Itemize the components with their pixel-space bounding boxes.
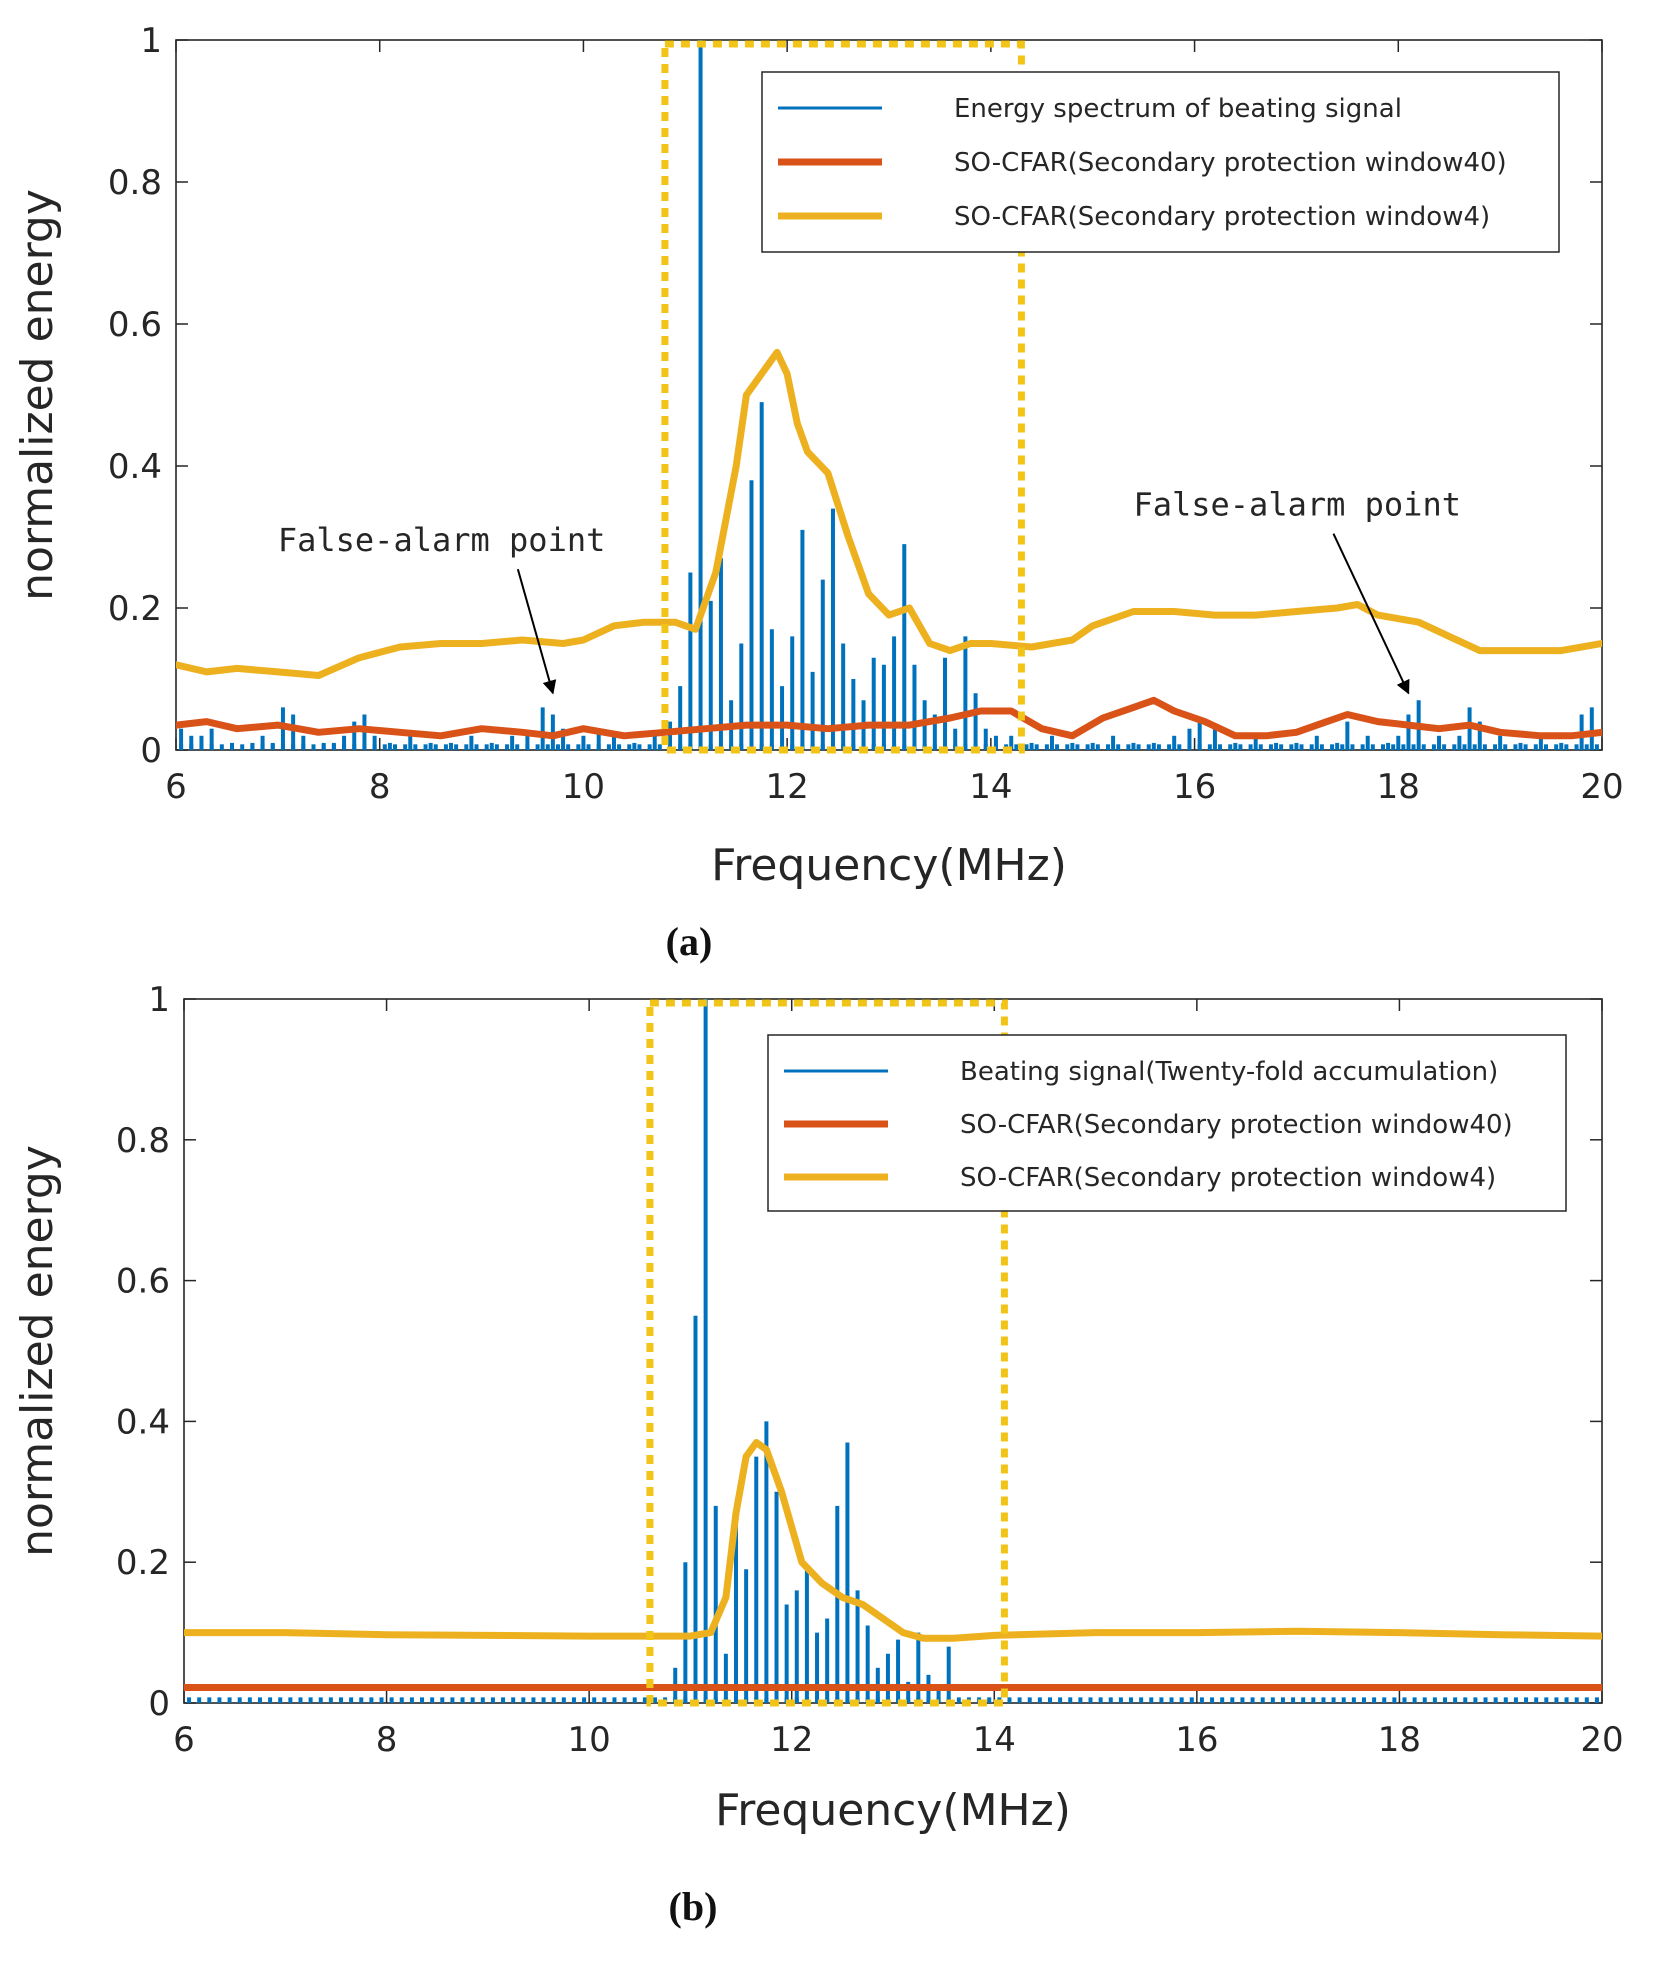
x-tick-label: 10 — [568, 1720, 611, 1760]
y-tick-label: 0.8 — [108, 163, 162, 203]
legend-label: SO-CFAR(Secondary protection window4) — [954, 202, 1490, 232]
legend-label: SO-CFAR(Secondary protection window40) — [960, 1110, 1513, 1140]
y-tick-label: 0.6 — [108, 305, 162, 345]
y-tick-label: 0.4 — [108, 447, 162, 487]
y-tick-label: 0.6 — [116, 1262, 170, 1302]
x-tick-label: 8 — [369, 767, 391, 807]
legend-box — [767, 1034, 1567, 1212]
y-tick-label: 0.2 — [116, 1543, 170, 1583]
cfar-window4-line — [176, 348, 1602, 679]
plot-content — [184, 999, 1602, 1703]
false-alarm-annotation: False-alarm point — [1133, 486, 1461, 524]
panel-caption: (a) — [666, 919, 713, 964]
cfar-window4-line — [184, 1439, 1602, 1642]
y-tick-label: 0 — [140, 731, 162, 771]
x-tick-label: 6 — [173, 1720, 195, 1760]
x-tick-label: 16 — [1173, 767, 1216, 807]
annotation-arrow — [516, 568, 557, 695]
y-tick-label: 1 — [140, 21, 162, 61]
y-tick-label: 1 — [148, 980, 170, 1020]
cfar-window40-line — [176, 696, 1602, 740]
legend-label: Energy spectrum of beating signal — [954, 94, 1402, 124]
x-tick-label: 14 — [969, 767, 1012, 807]
y-tick-label: 0 — [148, 1684, 170, 1724]
plot-content — [176, 40, 1602, 750]
x-tick-label: 20 — [1580, 767, 1623, 807]
legend-label: SO-CFAR(Secondary protection window40) — [954, 148, 1507, 178]
x-tick-label: 18 — [1378, 1720, 1421, 1760]
y-tick-label: 0.2 — [108, 589, 162, 629]
x-axis-label: Frequency(MHz) — [711, 840, 1067, 891]
x-tick-label: 10 — [562, 767, 605, 807]
legend-label: SO-CFAR(Secondary protection window4) — [960, 1163, 1496, 1193]
legend-box — [761, 71, 1560, 253]
panel-caption: (b) — [669, 1884, 718, 1929]
y-tick-label: 0.4 — [116, 1402, 170, 1442]
x-tick-label: 14 — [973, 1720, 1016, 1760]
x-tick-label: 12 — [770, 1720, 813, 1760]
x-tick-label: 18 — [1377, 767, 1420, 807]
panel-a: 6 8 10 12 14 16 18 20 0 0.2 0.4 0.6 0.8 1 False-alarm … — [12, 21, 1624, 964]
annotation-arrow — [1332, 533, 1410, 695]
x-axis-label: Frequency(MHz) — [715, 1785, 1071, 1836]
detection-window-box — [661, 40, 1025, 754]
x-tick-label: 6 — [165, 767, 187, 807]
panel-b: 6 8 10 12 14 16 18 20 0 0.2 0.4 0.6 0.8 1 Beating sign… — [12, 980, 1624, 1929]
y-axis-label: normalized energy — [12, 1145, 63, 1557]
x-tick-label: 8 — [376, 1720, 398, 1760]
false-alarm-annotation: False-alarm point — [278, 521, 606, 559]
detection-window-box — [646, 999, 1008, 1707]
y-tick-label: 0.8 — [116, 1121, 170, 1161]
legend-label: Beating signal(Twenty-fold accumulation) — [960, 1057, 1498, 1087]
x-tick-label: 16 — [1175, 1720, 1218, 1760]
x-tick-label: 20 — [1580, 1720, 1623, 1760]
y-axis-label: normalized energy — [12, 189, 63, 601]
x-tick-label: 12 — [766, 767, 809, 807]
